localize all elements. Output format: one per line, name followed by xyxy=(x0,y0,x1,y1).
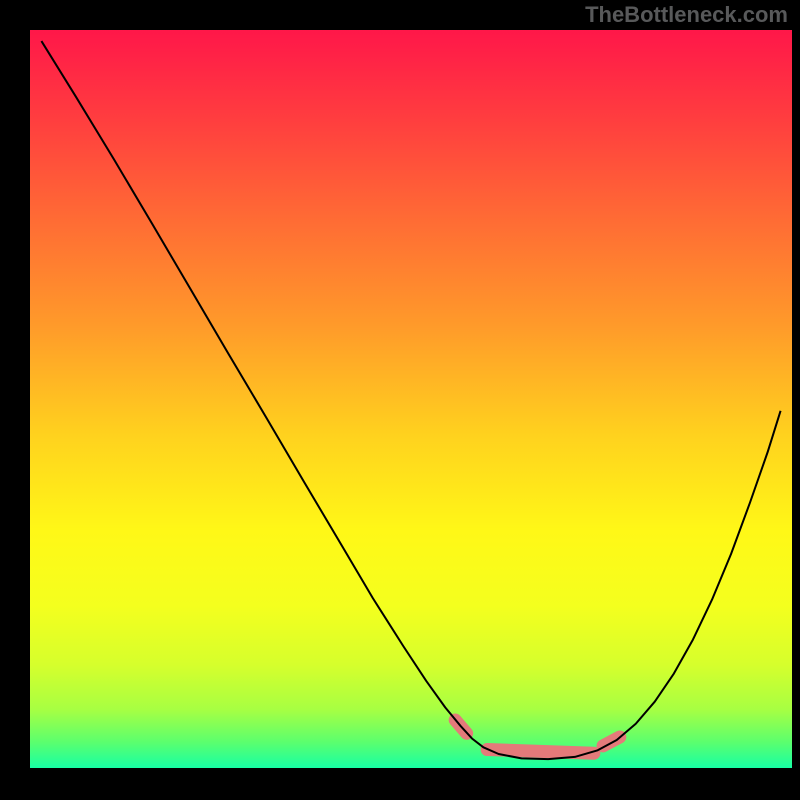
chart-area xyxy=(30,30,792,768)
bottleneck-curve xyxy=(30,30,792,768)
accent-segment xyxy=(487,750,594,754)
v-curve xyxy=(41,41,780,759)
watermark-text: TheBottleneck.com xyxy=(585,2,788,28)
